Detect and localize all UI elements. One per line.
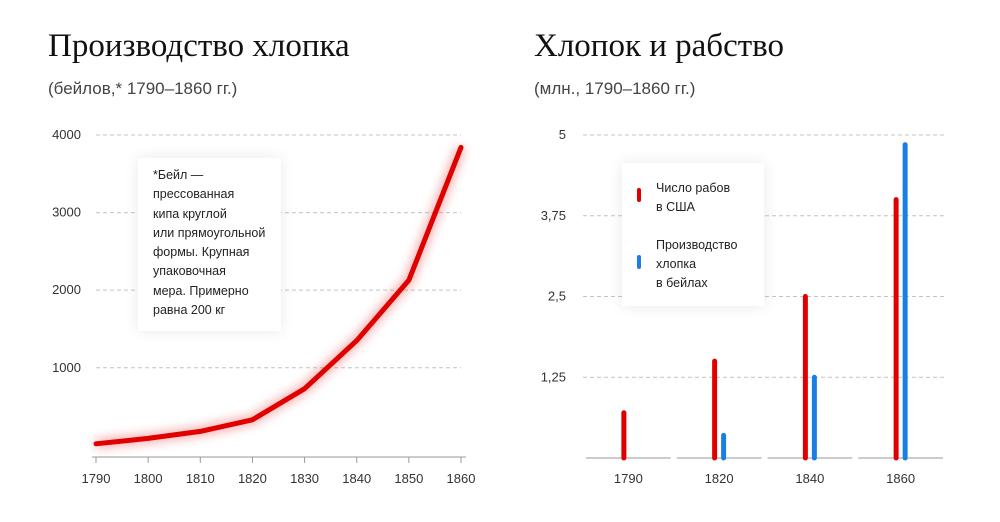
right-x-tick-label: 1860 <box>886 471 915 486</box>
right-x-tick-label: 1840 <box>795 471 824 486</box>
left-x-tick-label: 1850 <box>394 471 423 486</box>
right-x-tick-label: 1820 <box>705 471 734 486</box>
legend-item-slaves: Число рабов в США <box>637 179 758 218</box>
legend-swatch-slaves <box>637 188 641 202</box>
right-chart-subtitle: (млн., 1790–1860 гг.) <box>534 79 696 98</box>
legend-label-line: Производство <box>656 237 738 252</box>
left-x-tick-label: 1800 <box>134 471 163 486</box>
cotton-production-line <box>93 144 464 447</box>
left-x-tick-label: 1790 <box>82 471 111 486</box>
footnote-line: мера. Примерно <box>153 283 249 298</box>
footnote-line: упаковочная <box>153 264 226 279</box>
footnote-line: *Бейл — <box>153 168 204 182</box>
left-y-tick-label: 4000 <box>52 127 81 142</box>
left-chart-y-ticks: 1000 2000 3000 4000 <box>52 127 81 375</box>
left-x-tick-label: 1810 <box>186 471 215 486</box>
right-chart-legend: Число рабов в США Производство хлопка в … <box>622 163 764 306</box>
left-y-tick-label: 2000 <box>52 282 81 297</box>
right-chart-y-ticks: 1,25 2,5 3,75 5 <box>541 127 566 384</box>
left-x-tick-label: 1860 <box>447 471 476 486</box>
bale-footnote-box: *Бейл — прессованная кипа круглой или пр… <box>138 158 281 331</box>
right-chart-x-ticks: 1790 1820 1840 1860 <box>586 457 943 486</box>
legend-label-line: хлопка <box>656 256 697 271</box>
right-chart-title: Хлопок и рабство <box>534 28 785 64</box>
right-y-tick-label: 3,75 <box>541 208 566 223</box>
right-y-tick-label: 1,25 <box>541 369 566 384</box>
footnote-line: или прямоугольной <box>153 225 266 240</box>
left-chart-title: Производство хлопка <box>48 28 350 64</box>
left-x-tick-label: 1830 <box>290 471 319 486</box>
legend-label-line: в бейлах <box>656 276 708 291</box>
left-chart-series <box>93 144 466 449</box>
right-chart-bars <box>621 142 908 461</box>
legend-label-line: Число рабов <box>656 181 731 195</box>
left-y-tick-label: 1000 <box>52 360 81 375</box>
legend-label-line: в США <box>656 200 695 215</box>
legend-item-cotton: Производство хлопка в бейлах <box>637 236 758 294</box>
left-x-tick-label: 1820 <box>238 471 267 486</box>
left-y-tick-label: 3000 <box>52 205 81 220</box>
right-x-tick-label: 1790 <box>614 471 643 486</box>
footnote-line: формы. Крупная <box>153 245 250 260</box>
left-chart-x-ticks: 1790 1800 1810 1820 1830 1840 1850 1860 <box>82 457 476 486</box>
legend-swatch-cotton <box>637 254 641 269</box>
left-chart-subtitle: (бейлов,* 1790–1860 гг.) <box>48 79 238 98</box>
right-y-tick-label: 5 <box>559 127 566 142</box>
right-chart-grid <box>583 134 946 378</box>
footnote-line: кипа круглой <box>153 206 227 221</box>
footnote-line: равна 200 кг <box>153 303 226 318</box>
footnote-line: прессованная <box>153 187 235 202</box>
right-y-tick-label: 2,5 <box>548 289 566 304</box>
left-x-tick-label: 1840 <box>342 471 371 486</box>
